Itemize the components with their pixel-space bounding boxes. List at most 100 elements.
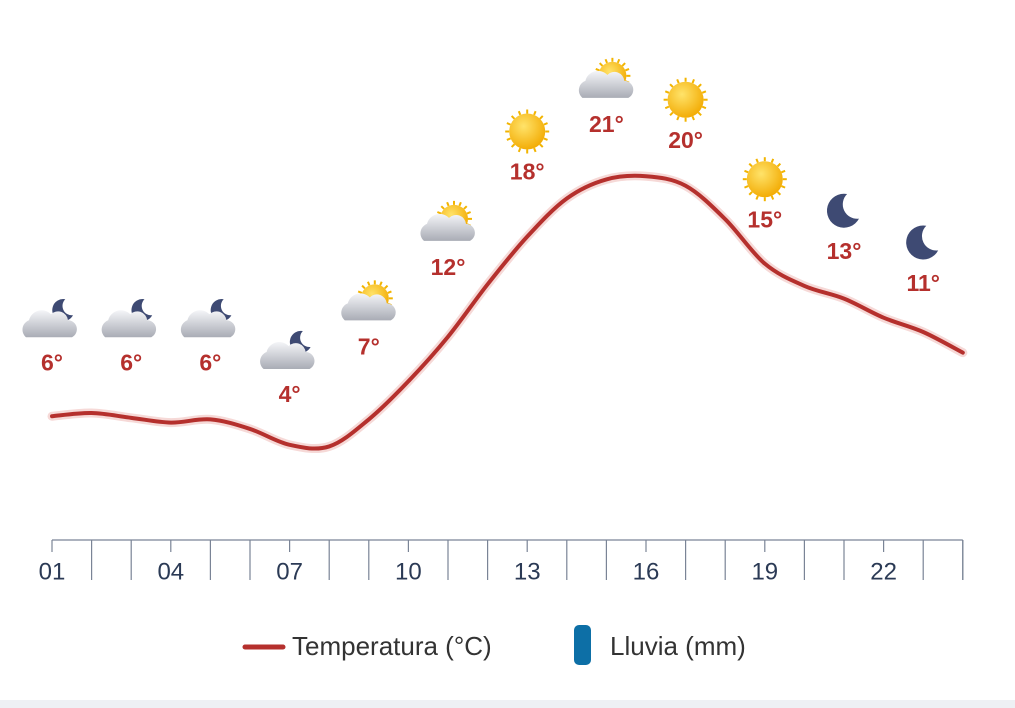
sun-ray [744,169,749,174]
cloud [260,342,315,370]
sun-ray [533,147,537,153]
cloud [578,70,634,98]
line-halo [47,171,968,454]
sun-ray [669,111,674,116]
sun-ray [517,110,522,116]
sun-ray [357,290,363,294]
sun-ray [770,195,775,200]
sun-ray [506,122,511,126]
x-tick-label: 07 [276,558,303,585]
sun-ray [458,201,462,207]
cloud [101,310,157,338]
sun [667,81,704,118]
sun-ray [383,284,389,290]
weather-icon [906,225,939,260]
sun-ray [506,137,511,141]
sun-ray [510,143,516,148]
sun-ray [595,68,600,72]
sun-ray [361,284,366,290]
x-tick-label: 22 [870,558,897,585]
sun-ray [616,58,621,64]
sun-ray [744,185,749,189]
legend-label: Lluvia (mm) [610,631,746,661]
sun-ray [676,115,680,121]
sun-ray [539,143,544,148]
temperature-label: 20° [668,127,703,153]
sun-ray [748,191,753,196]
sun-ray [701,105,707,110]
cloud [341,293,396,321]
sun-ray [781,169,786,174]
temperature-label: 7° [358,333,380,359]
x-tick-label: 01 [39,558,66,585]
temperature-label: 6° [41,349,63,375]
weather-icon [341,280,396,321]
sun-ray [748,162,753,168]
sun-ray [510,115,516,120]
x-tick-label: 19 [751,558,778,585]
weather-icon [420,200,475,241]
sun-ray [543,122,548,126]
sun-ray [539,115,544,120]
temperature-line [50,173,965,451]
sun-ray [697,83,702,88]
moon [906,225,939,260]
sun-ray [387,290,392,294]
x-tick-label: 04 [157,558,184,585]
sun [509,113,546,150]
temperature-label: 18° [510,159,545,185]
sun-ray [379,281,383,286]
temperature-label: 6° [120,349,142,375]
sun-ray [697,111,702,116]
legend: Temperatura (°C) Lluvia (mm) [242,625,746,665]
sun-ray [440,205,445,210]
sun-ray [604,58,608,64]
sun-ray [543,137,548,141]
temperature-label: 15° [747,206,782,232]
sun-ray [776,191,782,196]
temperature-label: 21° [589,111,624,137]
legend-swatch [574,625,591,665]
weather-icon [826,193,859,228]
cloud [420,213,475,241]
sun-ray [598,62,604,67]
sun-ray [781,185,786,189]
sun-ray [776,162,782,168]
sun-ray [755,158,759,163]
sun-ray [466,211,472,215]
sun-ray [676,79,680,84]
sun-ray [533,110,537,116]
x-tick-label: 10 [395,558,422,585]
sun-ray [517,147,522,153]
sun-ray [701,90,707,94]
sun-ray [624,68,630,72]
sun-ray [366,281,371,286]
sun-ray [621,62,626,67]
weather-icon [578,57,634,98]
weather-icon [663,77,708,122]
weather-icon [101,299,157,338]
sun-ray [446,201,450,207]
sun-ray [436,211,442,215]
legend-label: Temperatura (°C) [292,631,492,661]
moon [826,193,859,228]
sun-ray [669,83,674,88]
sun-ray [664,105,670,110]
cloud [22,310,77,338]
weather-icon [180,299,236,338]
sun-ray [755,195,759,200]
sun-ray [664,90,670,94]
cloud [180,310,236,338]
temperature-label: 6° [199,349,221,375]
sun [746,161,783,198]
bottom-strip [0,700,1015,708]
x-tick-label: 16 [633,558,660,585]
x-tick-label: 13 [514,558,541,585]
weather-icon [22,299,77,338]
temperature-label: 12° [431,254,466,280]
sun-ray [691,115,695,121]
sun-ray [463,205,468,210]
temperature-label: 13° [827,238,862,264]
temperature-label: 4° [279,381,301,407]
